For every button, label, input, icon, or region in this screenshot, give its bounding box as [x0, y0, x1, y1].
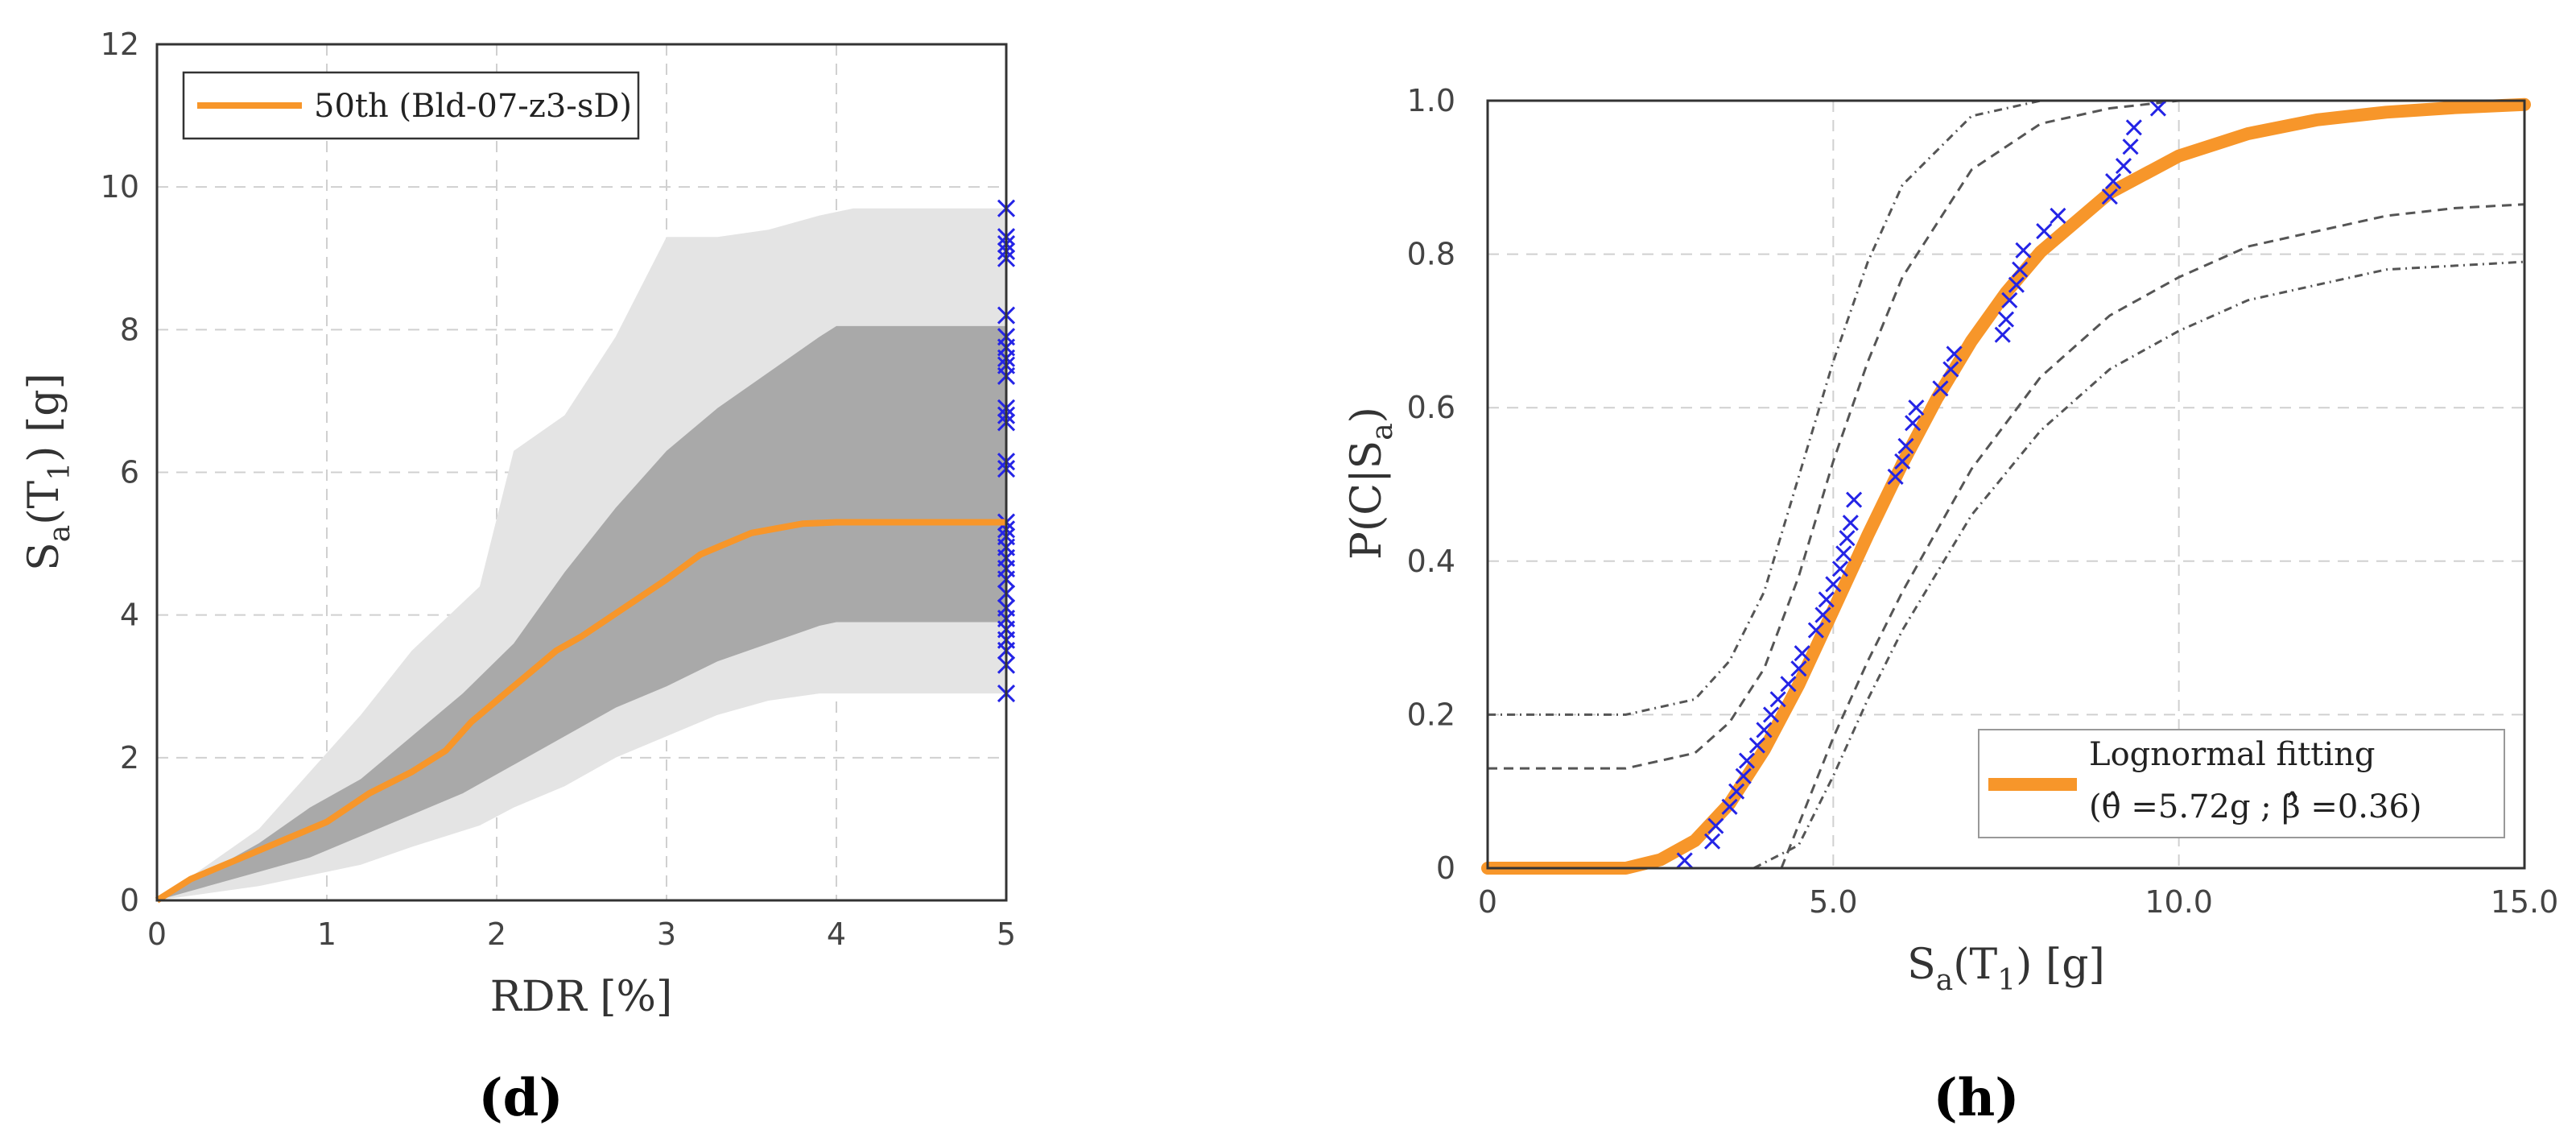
right-data-marker — [1769, 691, 1786, 708]
right-data-marker — [1780, 676, 1797, 693]
right-y-tick-label: 0.8 — [1407, 237, 1455, 272]
left-inner-band — [157, 325, 1006, 900]
right-data-marker — [1738, 752, 1756, 769]
right-data-marker — [1676, 852, 1693, 869]
right-tick-labels: 0 5.0 10.0 15.0 0 0.2 0.4 0.6 0.8 1.0 — [1407, 83, 2559, 920]
right-legend: Lognormal fitting (θ̂ =5.72g ; β̂ =0.36) — [1978, 729, 2505, 838]
right-data-marker — [1946, 345, 1963, 362]
left-x-tick-label: 2 — [487, 916, 506, 952]
right-data-marker — [2101, 188, 2118, 205]
right-data-marker — [1831, 561, 1848, 577]
right-data-marker — [2115, 157, 2132, 175]
right-data-marker — [1707, 817, 1724, 834]
right-data-marker — [1825, 576, 1842, 593]
right-plot-frame — [1486, 99, 2526, 870]
left-plot-frame — [155, 43, 1008, 902]
right-data-marker — [1887, 468, 1904, 486]
right-data-marker — [2050, 207, 2066, 225]
left-x-axis-label: RDR [%] — [490, 973, 673, 1021]
right-data-marker — [1897, 437, 1914, 454]
right-y-tick-label: 1.0 — [1407, 83, 1455, 118]
right-data-marker — [1846, 491, 1863, 508]
panel-h: 0 5.0 10.0 15.0 0 0.2 0.4 0.6 0.8 1.0 Lognormal f… — [1343, 83, 2558, 1128]
left-x-tick-label: 3 — [657, 916, 676, 952]
left-y-tick-label: 0 — [120, 883, 139, 918]
right-data-marker — [1721, 798, 1738, 815]
left-x-tick-label: 1 — [317, 916, 336, 952]
right-data-marker — [2125, 119, 2142, 136]
right-data-marker — [1842, 515, 1859, 532]
right-data-marker — [2015, 242, 2032, 259]
right-x-axis-label: Sa(T1) [g] — [1907, 941, 2105, 997]
right-panel-label: (h) — [1933, 1068, 2019, 1128]
right-data-marker — [2001, 292, 2018, 308]
right-legend-params: (θ̂ =5.72g ; β̂ =0.36) — [2089, 788, 2422, 825]
right-data-marker — [1997, 311, 2015, 328]
right-data-marker — [1756, 722, 1773, 738]
left-y-tick-label: 10 — [101, 169, 139, 205]
right-data-marker — [1908, 399, 1925, 416]
left-y-axis-label: Sa(T1) [g] — [20, 373, 76, 571]
right-data-marker — [2149, 100, 2166, 117]
left-x-tick-label: 5 — [997, 916, 1016, 952]
right-data-marker — [2012, 261, 2029, 278]
right-data-marker — [2105, 173, 2122, 190]
left-legend-label: 50th (Bld-07-z3-sD) — [314, 88, 632, 125]
right-y-tick-label: 0.4 — [1407, 544, 1455, 579]
left-x-tick-label: 0 — [147, 916, 167, 952]
right-data-marker — [1932, 380, 1949, 397]
right-inner-upper-bound — [1488, 99, 2248, 770]
right-data-marker — [1735, 767, 1752, 784]
right-lognormal-fit-line — [1481, 97, 2531, 875]
right-data-marker — [1835, 545, 1852, 562]
right-y-tick-label: 0.2 — [1407, 697, 1455, 732]
right-data-marker — [1794, 645, 1810, 662]
right-data-marker — [1942, 361, 1959, 378]
right-outer-upper-bound — [1488, 99, 2041, 716]
right-data-marker — [2008, 276, 2025, 293]
right-data-marker — [2036, 222, 2053, 240]
right-data-marker — [1807, 622, 1824, 639]
right-legend-title: Lognormal fitting — [2089, 736, 2376, 773]
left-y-tick-label: 2 — [120, 740, 139, 776]
right-x-tick-label: 0 — [1478, 884, 1497, 920]
right-data-marker — [1818, 591, 1835, 608]
right-data-marker — [1814, 606, 1831, 623]
right-data-marker — [1905, 415, 1922, 432]
left-median-line — [155, 519, 1006, 904]
right-data-markers — [1676, 100, 2166, 869]
left-panel-label: (d) — [478, 1068, 563, 1128]
right-data-marker — [1994, 326, 2011, 343]
right-outer-lower-bound — [1752, 260, 2525, 870]
right-x-tick-label: 15.0 — [2491, 884, 2559, 920]
right-data-marker — [1894, 453, 1911, 470]
right-data-marker — [2122, 139, 2139, 155]
right-data-marker — [1728, 783, 1745, 800]
left-x-tick-label: 4 — [827, 916, 846, 952]
left-y-tick-label: 8 — [120, 312, 139, 347]
left-y-tick-label: 6 — [120, 455, 139, 490]
right-y-tick-label: 0 — [1436, 850, 1455, 886]
left-y-tick-label: 12 — [101, 27, 139, 62]
right-data-marker — [1839, 530, 1856, 547]
right-x-tick-label: 5.0 — [1809, 884, 1857, 920]
right-data-marker — [1704, 833, 1721, 850]
left-legend: 50th (Bld-07-z3-sD) — [182, 71, 640, 140]
right-y-tick-label: 0.6 — [1407, 390, 1455, 425]
right-data-marker — [1762, 706, 1780, 723]
left-y-tick-label: 4 — [120, 598, 139, 633]
right-x-tick-label: 10.0 — [2145, 884, 2213, 920]
right-y-axis-label: P(C|Sa) — [1343, 407, 1399, 560]
right-inner-lower-bound — [1780, 203, 2525, 869]
right-data-marker — [1790, 660, 1807, 677]
right-data-marker — [1748, 737, 1765, 754]
